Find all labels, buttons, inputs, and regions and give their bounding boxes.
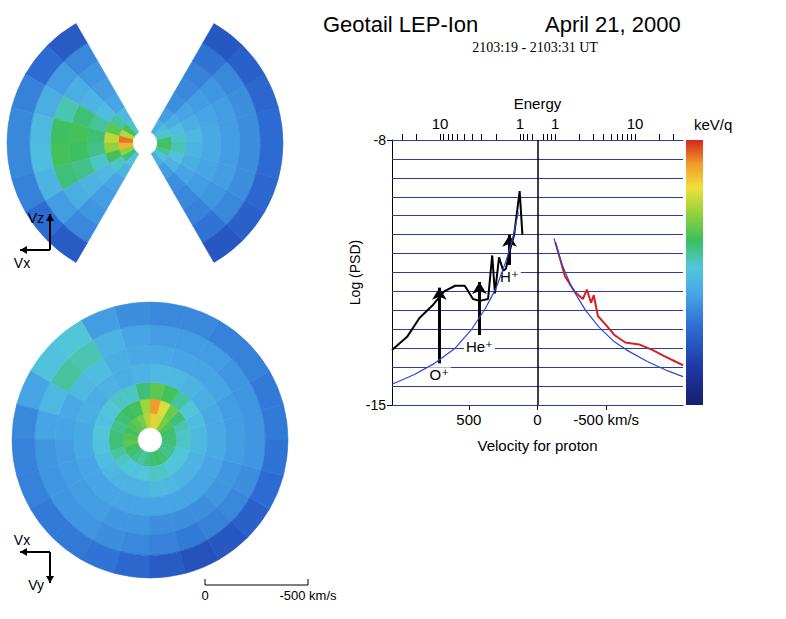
svg-text:H⁺: H⁺ bbox=[500, 267, 519, 285]
svg-text:Geotail LEP-Ion: Geotail LEP-Ion bbox=[323, 12, 478, 37]
svg-text:Energy: Energy bbox=[514, 95, 562, 112]
svg-text:-500 km/s: -500 km/s bbox=[279, 588, 337, 603]
svg-text:-15: -15 bbox=[366, 397, 386, 413]
svg-text:Velocity for proton: Velocity for proton bbox=[477, 437, 597, 454]
svg-text:0: 0 bbox=[533, 411, 541, 428]
svg-text:0: 0 bbox=[201, 588, 208, 603]
svg-text:2103:19 - 2103:31 UT: 2103:19 - 2103:31 UT bbox=[472, 40, 598, 55]
svg-text:10: 10 bbox=[432, 115, 449, 132]
svg-text:Vx: Vx bbox=[14, 532, 30, 548]
svg-text:April 21, 2000: April 21, 2000 bbox=[545, 12, 681, 37]
svg-text:Vy: Vy bbox=[28, 577, 44, 593]
svg-text:Log (PSD): Log (PSD) bbox=[347, 240, 363, 305]
svg-text:500: 500 bbox=[456, 411, 481, 428]
svg-text:keV/q: keV/q bbox=[694, 116, 732, 133]
svg-text:1: 1 bbox=[516, 115, 524, 132]
svg-text:1: 1 bbox=[551, 115, 559, 132]
svg-text:-500 km/s: -500 km/s bbox=[573, 411, 639, 428]
svg-text:He⁺: He⁺ bbox=[466, 338, 493, 355]
svg-text:10: 10 bbox=[627, 115, 644, 132]
svg-text:Vz: Vz bbox=[28, 210, 44, 226]
svg-text:Vx: Vx bbox=[14, 255, 30, 271]
svg-text:O⁺: O⁺ bbox=[430, 366, 450, 383]
svg-text:-8: -8 bbox=[374, 132, 387, 148]
